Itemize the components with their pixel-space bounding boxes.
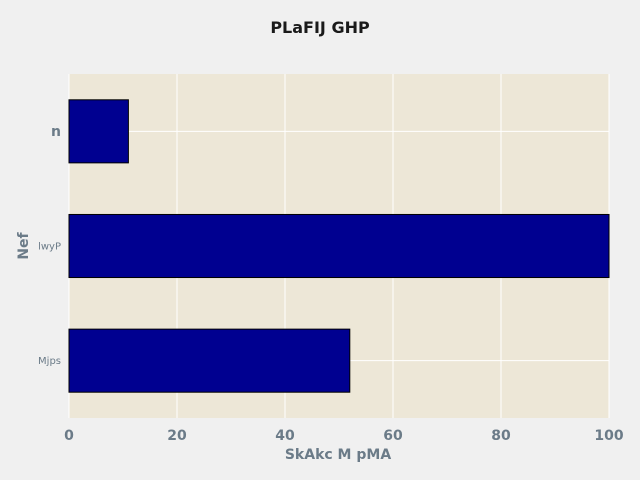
bar-Mjps xyxy=(68,328,351,393)
x-tick-labels: 0 20 40 60 80 100 xyxy=(64,428,624,444)
chart-title: PLaFIJ GHP xyxy=(270,18,370,37)
bar-lwyP xyxy=(68,213,610,279)
x-tick-label: 60 xyxy=(383,428,403,444)
x-tick-label: 100 xyxy=(594,428,623,444)
bars xyxy=(68,99,610,393)
x-axis-label: SkAkc M pMA xyxy=(285,447,391,463)
y-tick-label: lwyP xyxy=(38,242,61,253)
y-axis-label: Nef xyxy=(16,231,32,259)
y-tick-labels: n lwyP Mjps xyxy=(38,124,61,367)
x-tick-label: 20 xyxy=(167,428,187,444)
x-tick-label: 40 xyxy=(275,428,295,444)
y-tick-label: Mjps xyxy=(38,356,61,367)
bar-n xyxy=(68,99,129,164)
x-tick-label: 0 xyxy=(64,428,74,444)
x-tick-label: 80 xyxy=(491,428,511,444)
y-tick-label: n xyxy=(51,124,61,140)
